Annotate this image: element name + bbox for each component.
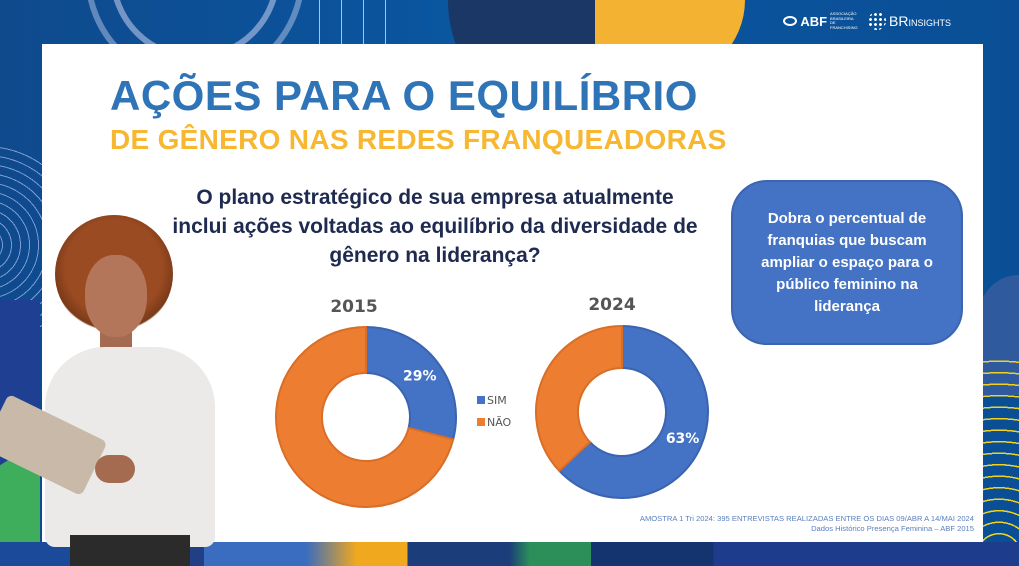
woman-photo <box>0 215 230 566</box>
chart-title-2024: 2024 <box>588 295 635 315</box>
donut-slice-sim <box>365 325 457 441</box>
chart-title-2015: 2015 <box>330 297 377 317</box>
page-title: AÇÕES PARA O EQUILÍBRIO <box>110 72 698 119</box>
brinsights-logo: BRINSIGHTS <box>868 12 951 30</box>
logo-insights: INSIGHTS <box>908 18 951 28</box>
photo-face <box>85 255 147 337</box>
data-label: 29% <box>403 368 437 384</box>
data-label: 63% <box>666 431 700 447</box>
donut-slice-nao <box>535 324 623 473</box>
legend-label-nao: NÃO <box>487 416 512 429</box>
brinsights-mark-icon <box>868 12 887 30</box>
abf-logo-subtext: ASSOCIAÇÃO BRASILEIRA DE FRANCHISING <box>830 11 858 30</box>
callout-box: Dobra o percentual de franquias que busc… <box>731 180 963 345</box>
decor-lines <box>310 0 400 44</box>
abf-mark-icon <box>783 16 798 26</box>
abf-logo: ABF ASSOCIAÇÃO BRASILEIRA DE FRANCHISING <box>783 11 858 30</box>
footnote-line-2: Dados Histórico Presença Feminina – ABF … <box>811 524 974 533</box>
footnote-line-1: AMOSTRA 1 Tri 2024: 395 ENTREVISTAS REAL… <box>639 514 974 523</box>
page-subtitle: DE GÊNERO NAS REDES FRANQUEADORAS <box>110 124 727 155</box>
legend-label-sim: SIM <box>487 394 507 407</box>
donut-chart-2015: 2015 29% <box>275 297 457 508</box>
legend-swatch-nao <box>477 418 485 426</box>
legend-swatch-sim <box>477 396 485 404</box>
chart-legend: SIM NÃO <box>477 394 512 429</box>
donut-slice-nao <box>275 325 455 508</box>
donut-chart-2024: 2024 63% <box>535 295 709 499</box>
photo-pants <box>70 535 190 566</box>
footnote: AMOSTRA 1 Tri 2024: 395 ENTREVISTAS REAL… <box>640 514 974 534</box>
survey-question: O plano estratégico de sua empresa atual… <box>172 186 698 267</box>
photo-hand <box>95 455 135 483</box>
callout-text: Dobra o percentual de franquias que busc… <box>761 209 933 315</box>
header-logos: ABF ASSOCIAÇÃO BRASILEIRA DE FRANCHISING… <box>783 11 951 30</box>
brinsights-logo-text: BRINSIGHTS <box>889 13 951 29</box>
logo-br: BR <box>889 13 909 29</box>
abf-logo-text: ABF <box>800 13 828 29</box>
donut-slice-sim <box>557 324 709 499</box>
